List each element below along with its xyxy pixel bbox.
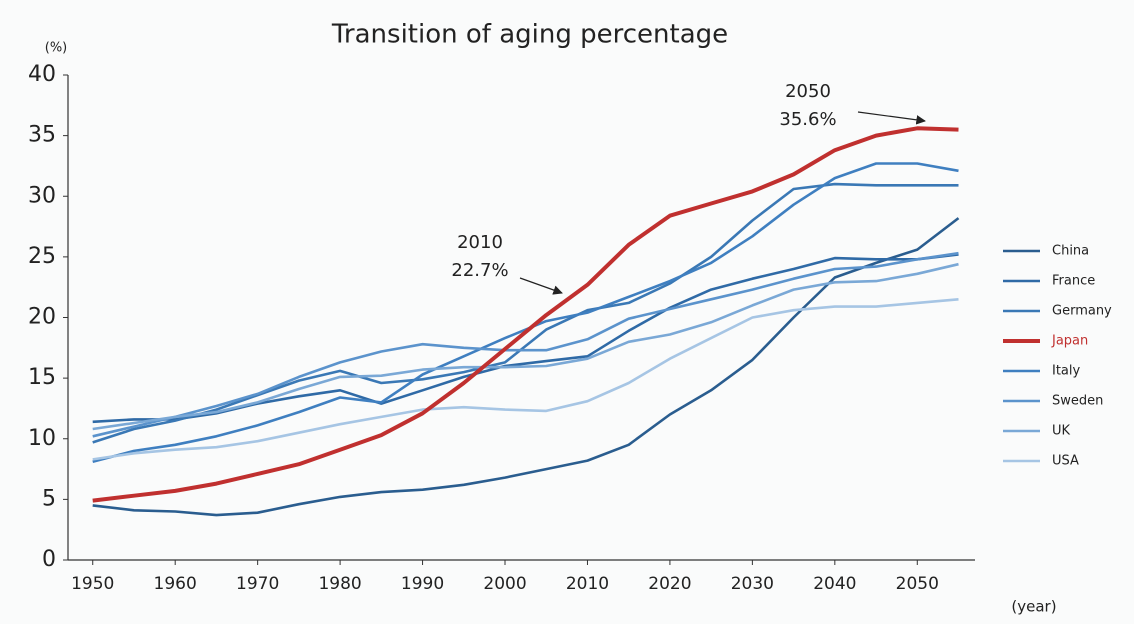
legend-label: UK [1052,424,1071,439]
x-tick-label: 1950 [71,574,114,594]
y-axis-label: (%) [45,41,68,56]
x-tick-label: 1960 [154,574,197,594]
y-tick-label: 0 [42,547,56,572]
series-line [92,126,959,503]
legend-label: France [1052,274,1095,289]
annotation-arrow [857,111,926,125]
y-tick-label: 40 [28,62,56,87]
y-tick-label: 35 [28,123,56,148]
legend-label: Italy [1052,364,1081,379]
annotation: 22.7% [451,260,508,281]
x-tick-label: 1970 [236,574,279,594]
series-line [92,298,959,461]
y-tick-label: 25 [28,244,56,269]
x-tick-label: 2040 [813,574,856,594]
x-tick-label: 2010 [566,574,609,594]
x-tick-label: 2030 [731,574,774,594]
legend-label: USA [1052,454,1079,469]
annotation: 2010 [457,232,503,253]
annotation-arrow [519,277,563,295]
legend-label: Japan [1051,334,1088,349]
y-tick-label: 5 [42,486,56,511]
x-tick-label: 2000 [483,574,526,594]
annotation: 2050 [785,81,831,102]
legend-label: Germany [1052,304,1112,319]
y-tick-label: 15 [28,365,56,390]
annotation: 35.6% [779,109,836,130]
series-line [92,217,960,517]
legend-label: China [1052,244,1089,259]
x-axis-label: (year) [1011,598,1056,616]
y-tick-label: 20 [28,305,56,330]
x-tick-label: 2050 [896,574,939,594]
legend-label: Sweden [1052,394,1103,409]
series-line [92,182,959,444]
chart-title: Transition of aging percentage [331,20,728,50]
x-tick-label: 1980 [318,574,361,594]
series-line [92,262,959,431]
series-line [92,251,959,438]
x-tick-label: 2020 [648,574,691,594]
y-tick-label: 30 [28,183,56,208]
y-tick-label: 10 [28,426,56,451]
x-tick-label: 1990 [401,574,444,594]
